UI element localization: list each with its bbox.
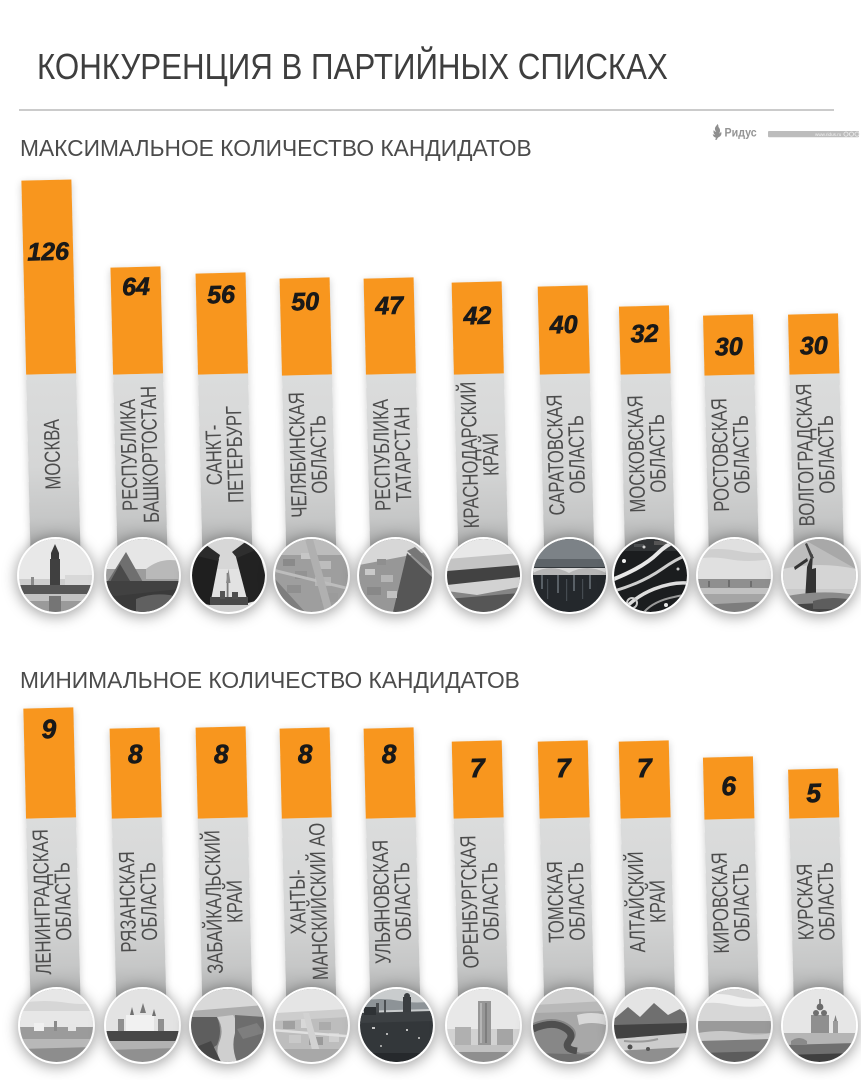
svg-text:www.ridus.ru: www.ridus.ru — [815, 132, 842, 137]
svg-text:Ридус: Ридус — [725, 127, 757, 139]
